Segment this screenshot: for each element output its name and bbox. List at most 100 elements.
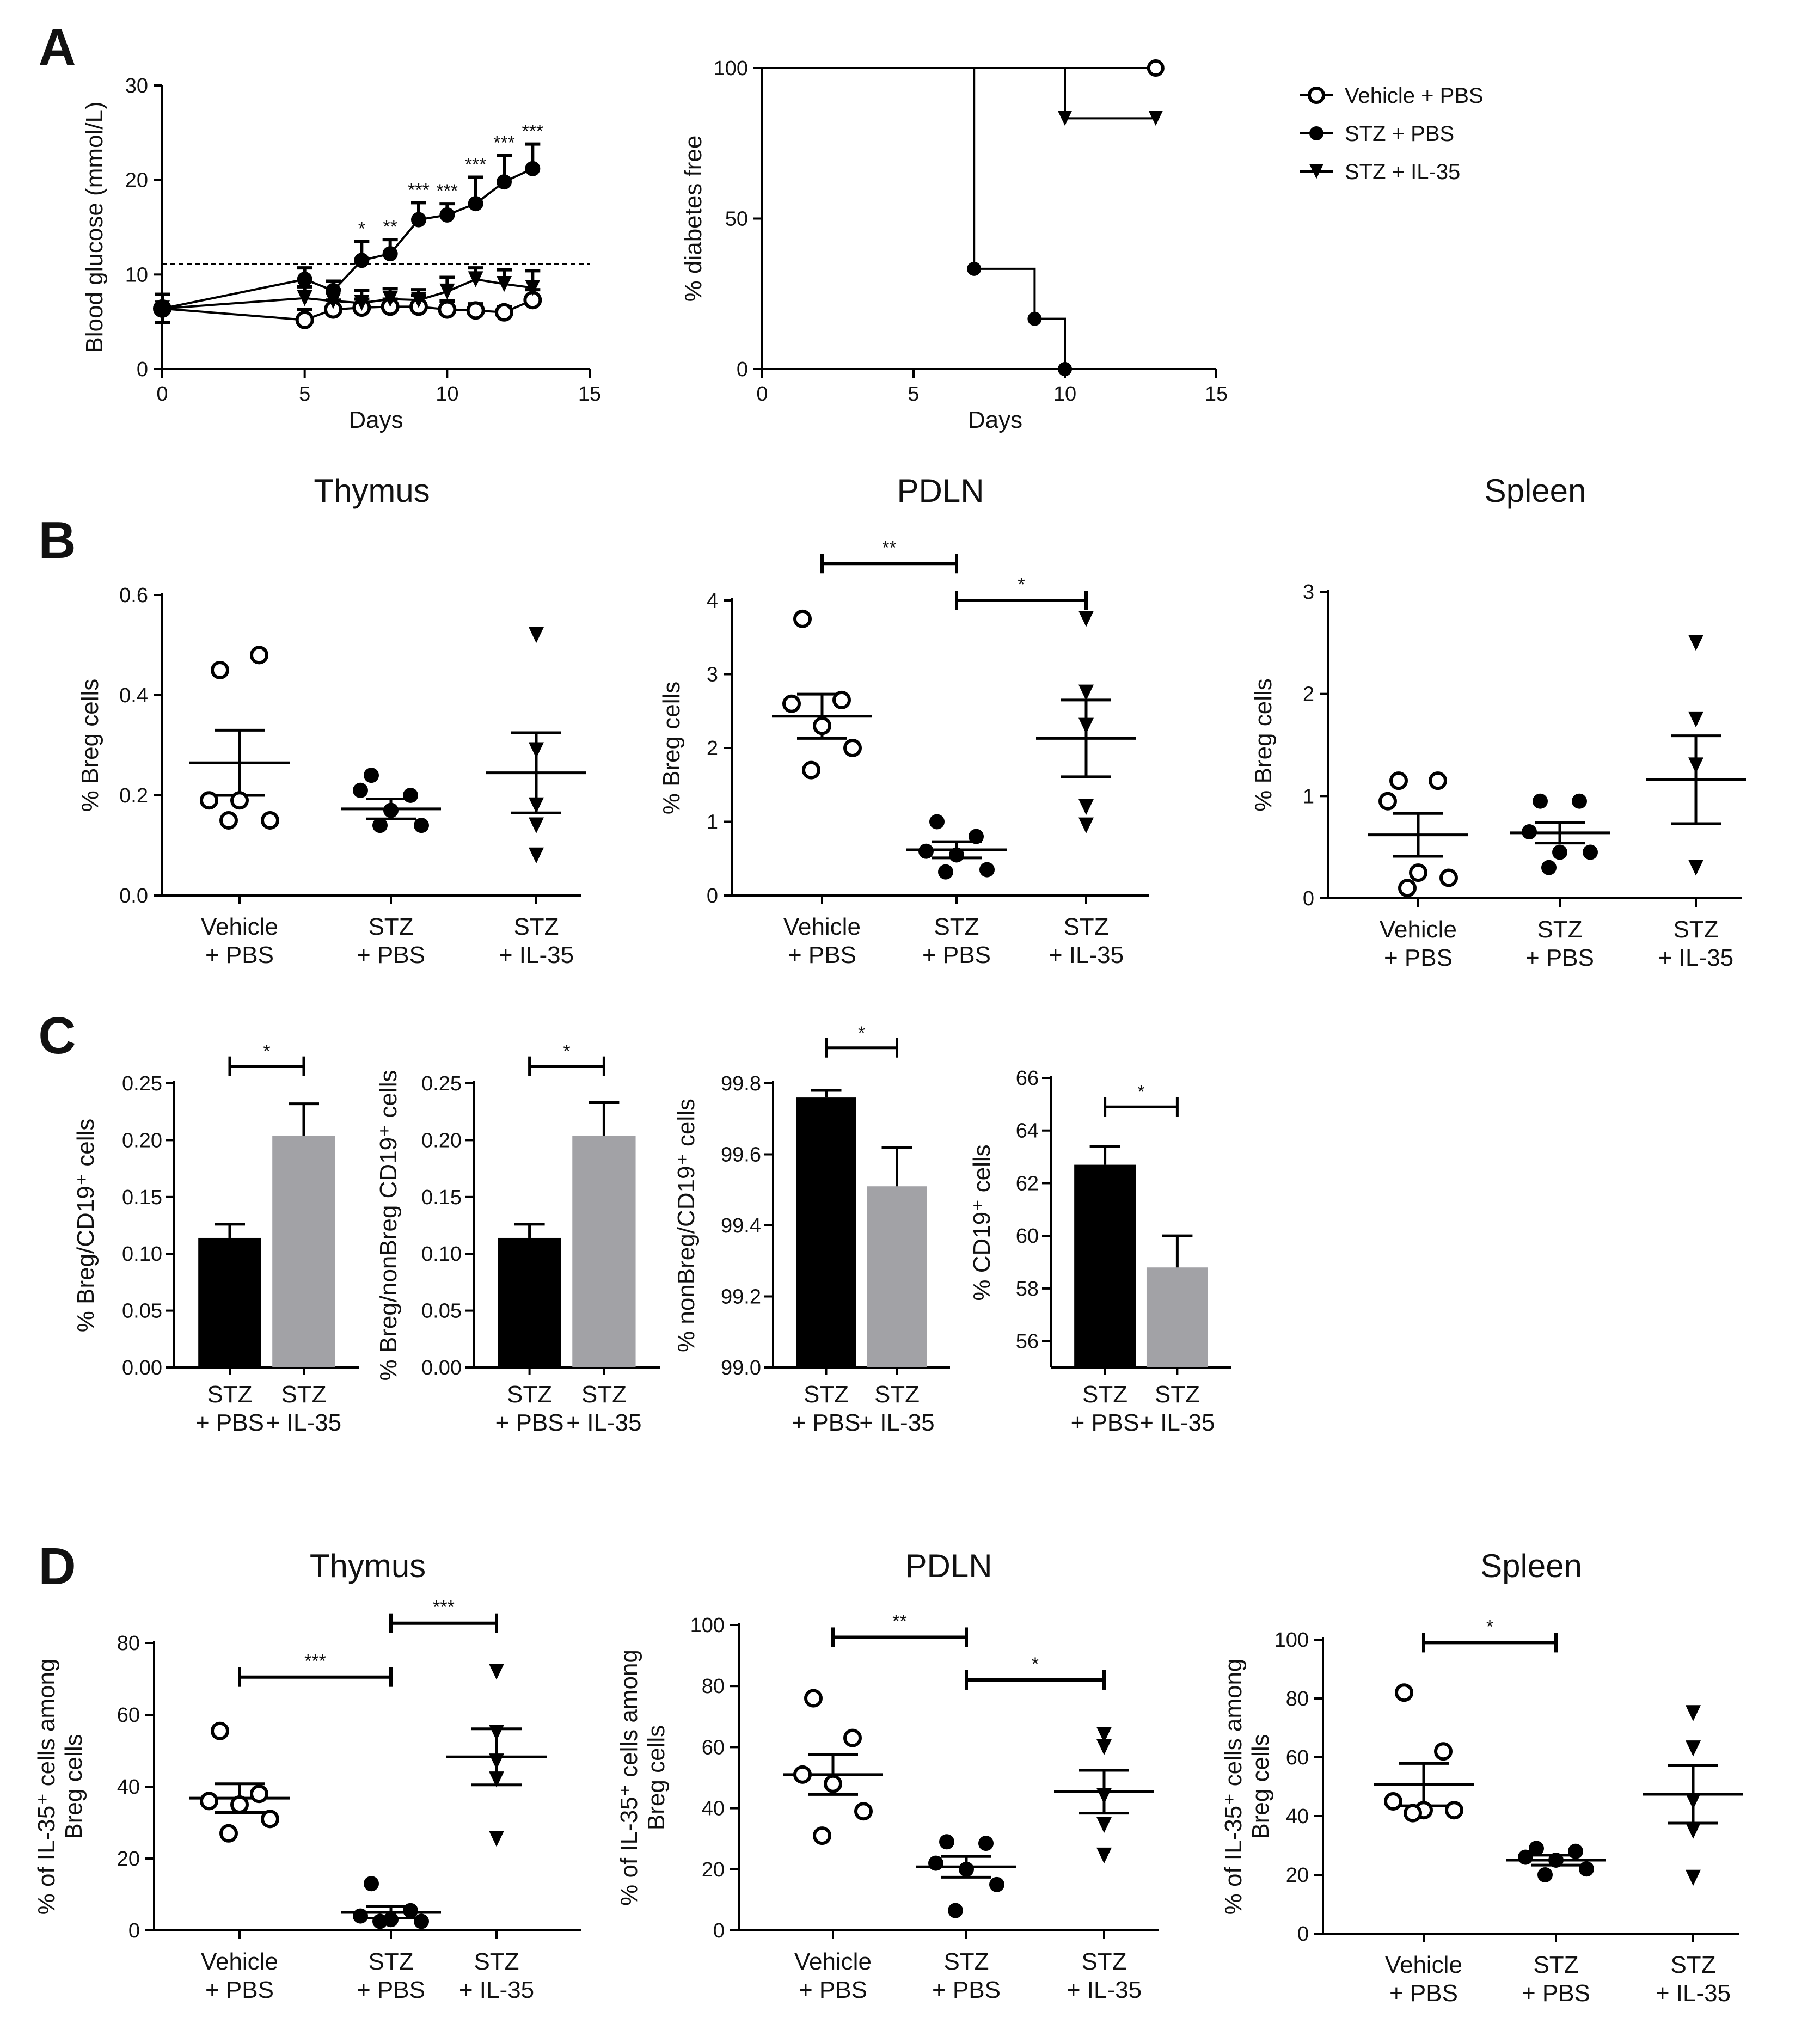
significance-label: *** bbox=[436, 181, 458, 201]
category-label: STZ + PBS bbox=[195, 1381, 264, 1436]
bar-1: STZ + IL-35 bbox=[566, 1101, 642, 1436]
y-tick-label: 80 bbox=[702, 1675, 725, 1698]
data-point bbox=[1384, 1792, 1402, 1811]
data-point bbox=[989, 1876, 1004, 1892]
group-0 bbox=[1368, 771, 1468, 898]
significance-label: * bbox=[563, 1041, 570, 1062]
data-point bbox=[939, 1834, 954, 1850]
data-point bbox=[793, 1765, 812, 1784]
significance-bracket: * bbox=[965, 1654, 1106, 1690]
significance-bracket: * bbox=[228, 1041, 305, 1076]
y-tick-label: 10 bbox=[125, 263, 148, 286]
data-point bbox=[230, 1795, 249, 1814]
data-point bbox=[468, 271, 483, 287]
data-point bbox=[1552, 844, 1567, 860]
significance-bracket: * bbox=[825, 1023, 898, 1058]
y-tick-label: 60 bbox=[702, 1736, 725, 1759]
bar bbox=[867, 1186, 927, 1367]
y-tick-label: 99.0 bbox=[721, 1357, 761, 1379]
data-point bbox=[804, 1689, 823, 1708]
legend-label: STZ + PBS bbox=[1345, 122, 1454, 146]
y-tick-label: 0.2 bbox=[119, 784, 148, 807]
category-label: STZ + PBS bbox=[495, 1381, 564, 1436]
y-tick-label: 0 bbox=[713, 1919, 725, 1942]
significance-bracket: * bbox=[528, 1041, 605, 1076]
bar-0: STZ + PBS bbox=[1071, 1145, 1139, 1436]
group-1 bbox=[906, 814, 1007, 880]
y-tick-label: 0.00 bbox=[122, 1357, 162, 1379]
significance-label: * bbox=[1032, 1654, 1039, 1675]
chart-d-spleen: 0 20 40 60 80 100 Vehicle + PBS STZ + PBS STZ + IL-… bbox=[1220, 1548, 1743, 2007]
data-point bbox=[230, 791, 249, 810]
legend-item-1: STZ + PBS bbox=[1300, 122, 1454, 146]
y-tick-label: 0 bbox=[128, 1919, 140, 1942]
data-point bbox=[525, 161, 541, 176]
data-point bbox=[364, 1876, 379, 1892]
data-point bbox=[1686, 1869, 1701, 1886]
category-label: STZ + IL-35 bbox=[859, 1381, 934, 1436]
y-tick-label: 40 bbox=[1286, 1805, 1309, 1828]
category-label: STZ + IL-35 bbox=[1067, 1948, 1142, 2003]
data-point bbox=[1078, 611, 1094, 627]
significance-bracket: * bbox=[955, 574, 1088, 610]
data-point bbox=[918, 843, 934, 859]
data-point bbox=[382, 291, 398, 308]
group-1 bbox=[1510, 793, 1610, 875]
data-point bbox=[1078, 817, 1094, 833]
y-axis-label: % Breg/CD19⁺ cells bbox=[72, 1119, 99, 1332]
y-tick-label: 20 bbox=[702, 1859, 725, 1881]
y-tick-label: 64 bbox=[1016, 1120, 1039, 1143]
data-point bbox=[813, 1826, 831, 1845]
data-point bbox=[295, 310, 314, 329]
data-point bbox=[1529, 1841, 1544, 1856]
data-point bbox=[793, 609, 812, 628]
group-0 bbox=[1374, 1683, 1474, 1823]
x-tick-label: 15 bbox=[578, 383, 601, 406]
series-line bbox=[162, 168, 534, 310]
category-label: Vehicle + PBS bbox=[794, 1948, 872, 2003]
category-label: STZ + PBS bbox=[932, 1948, 1001, 2003]
group-2 bbox=[1054, 1727, 1154, 1864]
significance-label: *** bbox=[304, 1651, 326, 1672]
chart-b-pdln: 0 1 2 3 4 Vehicle + PBS STZ + PBS STZ + IL-35 PDLN%… bbox=[658, 473, 1149, 968]
significance-label: * bbox=[1137, 1082, 1144, 1102]
y-tick-label: 99.4 bbox=[721, 1215, 761, 1237]
data-point bbox=[813, 716, 831, 735]
y-tick-label: 0.05 bbox=[421, 1300, 462, 1323]
group-0 bbox=[189, 1721, 290, 1843]
data-point bbox=[155, 300, 170, 317]
data-point bbox=[1078, 684, 1094, 701]
bar-1: STZ + IL-35 bbox=[1139, 1234, 1215, 1436]
chart-c-breg-cd19: 0.00 0.05 0.10 0.15 0.20 0.25 % Breg/CD19⁺ cel… bbox=[72, 1041, 359, 1436]
bar-1: STZ + IL-35 bbox=[859, 1145, 935, 1436]
bar bbox=[198, 1237, 261, 1367]
y-axis-label-2: Breg cells bbox=[1247, 1734, 1274, 1839]
significance-label: * bbox=[263, 1041, 270, 1062]
significance-bracket: ** bbox=[831, 1611, 968, 1647]
y-tick-label: 0 bbox=[707, 885, 718, 907]
category-label: Vehicle + PBS bbox=[783, 913, 861, 968]
data-point bbox=[1688, 860, 1703, 876]
data-point bbox=[1147, 59, 1165, 77]
data-point bbox=[297, 272, 312, 287]
data-point bbox=[529, 797, 544, 814]
data-point bbox=[1686, 1705, 1701, 1721]
data-point bbox=[439, 283, 455, 300]
data-point bbox=[438, 300, 457, 319]
y-axis-label: % Breg cells bbox=[658, 682, 685, 815]
category-label: STZ + IL-35 bbox=[459, 1948, 534, 2003]
data-point bbox=[261, 811, 279, 830]
y-tick-label: 0.20 bbox=[421, 1129, 462, 1152]
significance-label: *** bbox=[493, 133, 515, 154]
category-label: STZ + PBS bbox=[792, 1381, 861, 1436]
bar-0: STZ + PBS bbox=[495, 1223, 564, 1436]
significance-label: ** bbox=[882, 537, 896, 558]
bar bbox=[498, 1237, 561, 1367]
data-point bbox=[949, 847, 964, 863]
data-point bbox=[439, 207, 455, 223]
y-axis-label: % of IL-35⁺ cells among bbox=[1220, 1659, 1247, 1915]
data-point bbox=[211, 1721, 229, 1740]
category-label: STZ + IL-35 bbox=[499, 913, 574, 968]
category-label: STZ + IL-35 bbox=[1049, 913, 1124, 968]
